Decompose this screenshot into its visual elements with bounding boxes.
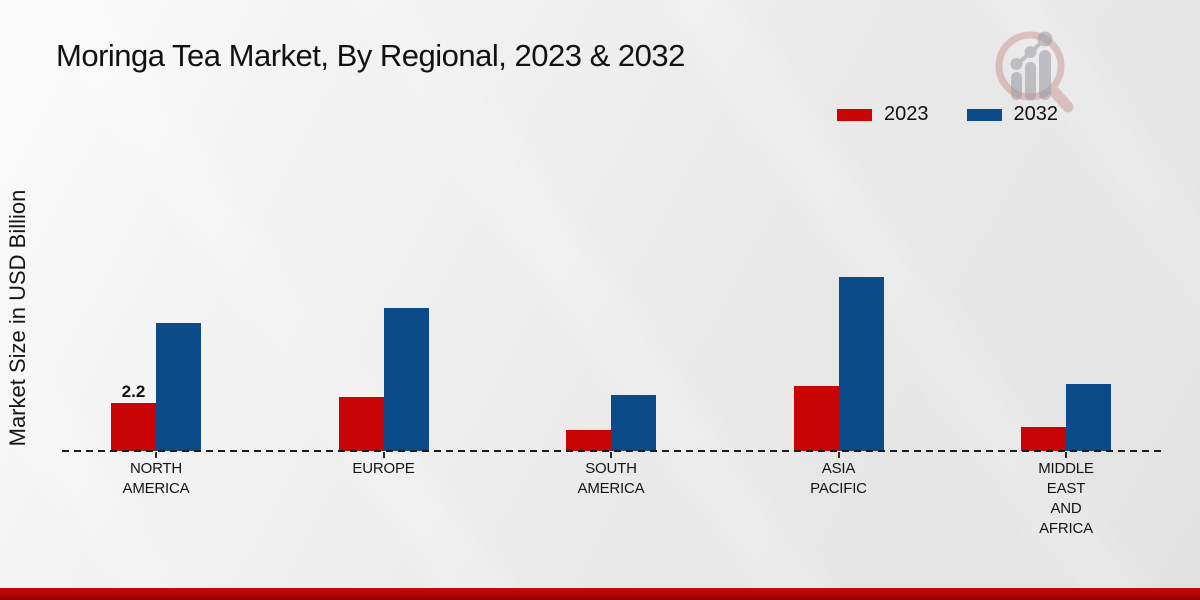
x-tick-europe: [382, 452, 385, 458]
bottom-accent-bar: [0, 588, 1200, 600]
bar-2023-south-america: [566, 430, 611, 451]
category-label-south-america: SOUTH AMERICA: [577, 460, 645, 497]
x-axis-dashed-baseline: [62, 450, 1161, 452]
x-tick-asia-pacific: [837, 452, 840, 458]
bar-2032-asia-pacific: [838, 277, 884, 451]
category-label-asia-pacific: ASIA PACIFIC: [810, 460, 867, 497]
bar-2023-asia-pacific: [793, 386, 839, 451]
legend-item-2023: 2023: [837, 103, 929, 126]
chart-title: Moringa Tea Market, By Regional, 2023 & …: [56, 38, 685, 73]
magnifier-bar-chart-logo-icon: [995, 31, 1074, 113]
legend-swatch-2032: [966, 108, 1002, 121]
x-tick-north-america: [155, 452, 157, 458]
x-tick-south-america: [610, 452, 612, 458]
legend: 2023 2032: [837, 103, 1058, 126]
bar-2032-north-america: [156, 323, 201, 451]
legend-item-2032: 2032: [966, 103, 1059, 126]
value-label-2023-north-america: 2.2: [121, 382, 146, 402]
legend-label-2032: 2032: [1013, 103, 1059, 125]
bar-2023-north-america: [111, 403, 156, 451]
legend-label-2023: 2023: [884, 103, 929, 125]
x-tick-middle-east-and-africa: [1065, 452, 1067, 458]
bar-2032-europe: [383, 308, 429, 451]
bar-2023-middle-east-and-africa: [1021, 427, 1066, 451]
category-label-middle-east-and-africa: MIDDLE EAST AND AFRICA: [1038, 460, 1094, 537]
bar-2032-south-america: [611, 395, 656, 451]
category-label-north-america: NORTH AMERICA: [122, 460, 190, 497]
y-axis-label: Market Size in USD Billion: [5, 189, 30, 447]
category-label-europe: EUROPE: [352, 460, 415, 477]
legend-swatch-2023: [837, 108, 872, 121]
bar-2032-middle-east-and-africa: [1066, 384, 1111, 451]
bar-2023-europe: [338, 397, 384, 451]
